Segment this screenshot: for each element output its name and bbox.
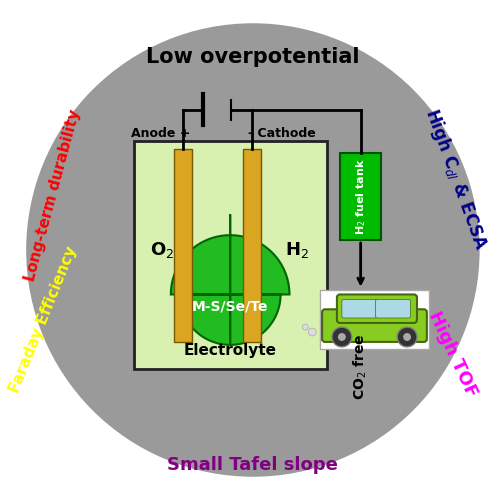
Circle shape — [397, 327, 417, 347]
Text: O$_2$: O$_2$ — [150, 240, 174, 260]
Text: CO$_2$ free: CO$_2$ free — [352, 334, 370, 400]
Text: Long-term durability: Long-term durability — [22, 108, 82, 284]
Bar — [243, 149, 261, 342]
Circle shape — [308, 328, 316, 336]
Circle shape — [28, 24, 478, 475]
Bar — [134, 142, 327, 368]
Bar — [174, 149, 192, 342]
FancyBboxPatch shape — [337, 294, 417, 323]
Text: H$_2$: H$_2$ — [286, 240, 310, 260]
Text: High C$_{dl}$ & ECSA: High C$_{dl}$ & ECSA — [420, 105, 492, 253]
Circle shape — [403, 333, 411, 341]
Circle shape — [302, 324, 308, 330]
Polygon shape — [171, 214, 290, 345]
Text: Low overpotential: Low overpotential — [146, 48, 360, 68]
FancyBboxPatch shape — [342, 300, 377, 318]
Text: Small Tafel slope: Small Tafel slope — [168, 456, 338, 474]
Text: Electrolyte: Electrolyte — [184, 344, 276, 358]
Circle shape — [332, 327, 351, 347]
Text: Faraday Efficiency: Faraday Efficiency — [7, 244, 80, 394]
Bar — [320, 290, 429, 349]
Text: - Cathode: - Cathode — [248, 127, 316, 140]
FancyBboxPatch shape — [322, 310, 427, 342]
Circle shape — [338, 333, 346, 341]
Text: M-S/Se/Te: M-S/Se/Te — [192, 300, 268, 314]
Bar — [340, 153, 382, 240]
Text: H$_2$ fuel tank: H$_2$ fuel tank — [354, 158, 368, 235]
FancyBboxPatch shape — [376, 300, 410, 318]
Text: High TOF: High TOF — [425, 308, 480, 400]
Text: Anode +: Anode + — [132, 127, 190, 140]
